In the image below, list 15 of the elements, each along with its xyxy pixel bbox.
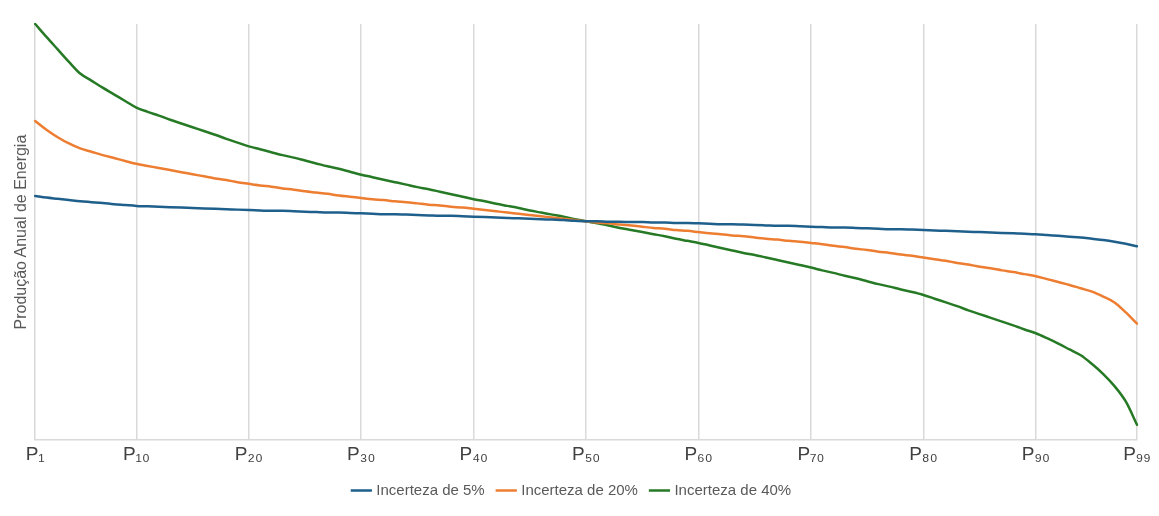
x-tick-label: P₉₀: [1021, 442, 1050, 464]
x-tick-label: P₉₉: [1123, 442, 1151, 464]
x-tick-label: P₇₀: [797, 442, 825, 464]
x-tick-label: P₅₀: [571, 442, 601, 464]
x-tick-label: P₈₀: [909, 442, 938, 464]
x-tick-label: P₁₀: [122, 442, 150, 464]
x-tick-label: P₆₀: [684, 442, 713, 464]
x-tick-label: P₃₀: [347, 442, 376, 464]
legend-label: Incerteza de 20%: [521, 480, 638, 498]
x-tick-label: P₁: [25, 442, 45, 464]
x-tick-label: P₄₀: [459, 442, 488, 464]
legend-label: Incerteza de 5%: [376, 480, 485, 498]
legend-label: Incerteza de 40%: [674, 480, 792, 498]
x-tick-label: P₂₀: [234, 442, 263, 464]
y-axis-title: Produção Anual de Energia: [12, 134, 30, 330]
